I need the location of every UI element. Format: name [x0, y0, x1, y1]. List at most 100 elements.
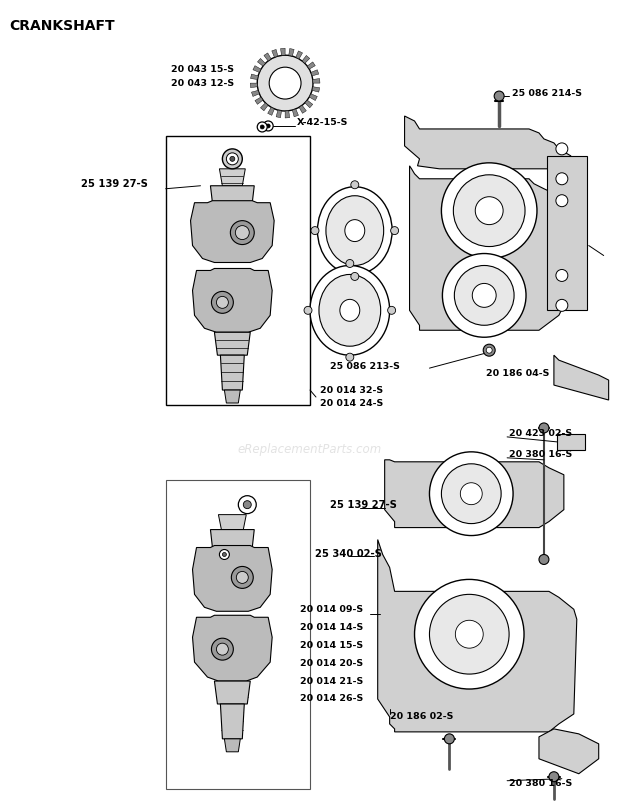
Text: 20 014 32-S: 20 014 32-S: [320, 385, 383, 395]
Polygon shape: [215, 681, 250, 704]
Text: 20 186 04-S: 20 186 04-S: [486, 369, 549, 378]
Polygon shape: [312, 87, 320, 92]
Circle shape: [494, 91, 504, 101]
Circle shape: [257, 122, 267, 132]
Polygon shape: [311, 70, 319, 76]
Circle shape: [238, 496, 256, 513]
Ellipse shape: [317, 187, 392, 274]
Circle shape: [236, 572, 248, 583]
Circle shape: [269, 67, 301, 99]
Circle shape: [351, 181, 359, 189]
Text: 20 014 14-S: 20 014 14-S: [300, 623, 363, 632]
Polygon shape: [285, 111, 290, 118]
Polygon shape: [193, 546, 272, 611]
Ellipse shape: [319, 274, 381, 346]
Polygon shape: [220, 704, 244, 739]
Polygon shape: [260, 103, 268, 111]
Polygon shape: [224, 390, 241, 403]
Text: X-42-15-S: X-42-15-S: [297, 118, 348, 127]
Circle shape: [539, 423, 549, 433]
Text: 20 014 20-S: 20 014 20-S: [300, 659, 363, 667]
Circle shape: [216, 296, 228, 308]
Circle shape: [441, 163, 537, 259]
Circle shape: [304, 307, 312, 315]
Polygon shape: [193, 268, 272, 333]
Polygon shape: [308, 62, 316, 69]
Text: 20 186 02-S: 20 186 02-S: [389, 712, 453, 722]
Polygon shape: [219, 169, 246, 186]
Polygon shape: [264, 53, 271, 61]
Polygon shape: [255, 97, 263, 105]
Text: 25 086 213-S: 25 086 213-S: [330, 362, 400, 371]
Circle shape: [556, 143, 568, 155]
Text: 20 014 09-S: 20 014 09-S: [300, 605, 363, 614]
Polygon shape: [215, 333, 250, 355]
Polygon shape: [405, 116, 571, 169]
Polygon shape: [281, 48, 285, 55]
Circle shape: [231, 221, 254, 245]
Polygon shape: [554, 355, 609, 400]
Polygon shape: [250, 83, 257, 88]
Ellipse shape: [326, 195, 384, 265]
Polygon shape: [193, 616, 272, 681]
Text: 20 043 15-S: 20 043 15-S: [170, 65, 234, 74]
Bar: [166, 480, 310, 788]
Circle shape: [430, 452, 513, 535]
Circle shape: [257, 55, 313, 111]
Text: 20 423 02-S: 20 423 02-S: [509, 429, 572, 439]
Polygon shape: [257, 58, 265, 67]
Circle shape: [346, 353, 354, 361]
Circle shape: [236, 225, 249, 239]
Ellipse shape: [340, 299, 360, 321]
Circle shape: [453, 175, 525, 247]
Circle shape: [391, 226, 399, 234]
Circle shape: [311, 226, 319, 234]
Text: 25 340 02-S: 25 340 02-S: [315, 550, 382, 560]
Text: 25 139 27-S: 25 139 27-S: [81, 178, 148, 189]
Circle shape: [430, 594, 509, 674]
Circle shape: [443, 254, 526, 337]
Circle shape: [415, 579, 524, 689]
Polygon shape: [276, 110, 281, 118]
Polygon shape: [250, 74, 258, 79]
Polygon shape: [312, 79, 320, 83]
Circle shape: [219, 550, 229, 560]
Circle shape: [264, 121, 273, 131]
Text: 25 139 27-S: 25 139 27-S: [330, 500, 397, 509]
Circle shape: [549, 772, 559, 782]
Circle shape: [211, 291, 233, 313]
Circle shape: [223, 149, 242, 169]
Polygon shape: [539, 729, 599, 774]
Polygon shape: [272, 49, 278, 58]
Text: 25 086 214-S: 25 086 214-S: [512, 88, 582, 97]
Circle shape: [243, 500, 251, 508]
Circle shape: [556, 269, 568, 281]
Text: 20 014 21-S: 20 014 21-S: [300, 676, 363, 685]
Circle shape: [441, 464, 501, 524]
Circle shape: [226, 152, 238, 165]
Circle shape: [476, 197, 503, 225]
Ellipse shape: [345, 220, 365, 242]
Polygon shape: [289, 49, 294, 56]
Polygon shape: [296, 51, 303, 59]
Circle shape: [556, 299, 568, 311]
Circle shape: [231, 566, 253, 588]
Circle shape: [260, 125, 264, 129]
Text: eReplacementParts.com: eReplacementParts.com: [238, 444, 382, 457]
Text: 20 014 15-S: 20 014 15-S: [300, 641, 363, 650]
Circle shape: [211, 638, 233, 660]
Text: 20 380 16-S: 20 380 16-S: [509, 450, 572, 459]
Polygon shape: [384, 460, 564, 528]
Text: 20 043 12-S: 20 043 12-S: [170, 79, 234, 88]
Circle shape: [460, 483, 482, 504]
Polygon shape: [224, 739, 241, 752]
Polygon shape: [190, 200, 274, 263]
Circle shape: [266, 124, 270, 128]
Polygon shape: [210, 186, 254, 203]
Circle shape: [556, 173, 568, 185]
Polygon shape: [299, 105, 306, 114]
Polygon shape: [268, 107, 275, 115]
Polygon shape: [309, 94, 317, 101]
Circle shape: [445, 734, 454, 744]
Circle shape: [486, 347, 492, 353]
